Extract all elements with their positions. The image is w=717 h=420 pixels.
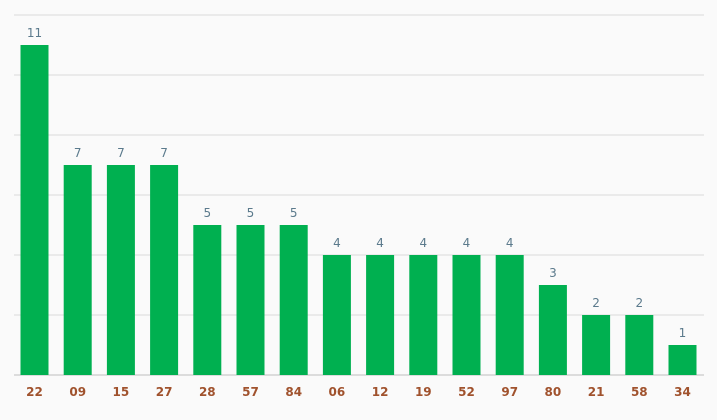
- value-label-19: 4: [419, 236, 427, 250]
- value-label-06: 4: [333, 236, 341, 250]
- value-label-80: 3: [549, 266, 557, 280]
- x-tick-label-97: 97: [501, 385, 518, 399]
- x-tick-label-80: 80: [545, 385, 562, 399]
- x-tick-label-12: 12: [372, 385, 389, 399]
- bar-09[interactable]: [63, 165, 92, 375]
- x-tick-labels: 22 09 15 27 28 57 84 06 12 19 52 97 80 21 58 34: [26, 385, 691, 399]
- bar-21[interactable]: [582, 315, 611, 375]
- bar-58[interactable]: [625, 315, 654, 375]
- x-tick-label-58: 58: [631, 385, 648, 399]
- x-tick-label-52: 52: [458, 385, 475, 399]
- value-label-12: 4: [376, 236, 384, 250]
- bar-97[interactable]: [495, 255, 524, 375]
- bar-27[interactable]: [150, 165, 179, 375]
- value-label-28: 5: [203, 206, 211, 220]
- x-tick-label-27: 27: [156, 385, 173, 399]
- bar-12[interactable]: [366, 255, 395, 375]
- x-tick-label-15: 15: [113, 385, 130, 399]
- x-tick-label-21: 21: [588, 385, 605, 399]
- bar-28[interactable]: [193, 225, 222, 375]
- bar-22[interactable]: [20, 45, 49, 375]
- value-label-22: 11: [27, 26, 42, 40]
- x-tick-label-28: 28: [199, 385, 216, 399]
- bar-06[interactable]: [322, 255, 351, 375]
- x-tick-label-06: 06: [329, 385, 346, 399]
- value-label-15: 7: [117, 146, 125, 160]
- bars: [20, 45, 697, 375]
- value-label-84: 5: [290, 206, 298, 220]
- value-label-34: 1: [679, 326, 687, 340]
- bar-34[interactable]: [668, 345, 697, 375]
- value-label-21: 2: [592, 296, 600, 310]
- x-tick-label-19: 19: [415, 385, 432, 399]
- bar-15[interactable]: [106, 165, 135, 375]
- bar-19[interactable]: [409, 255, 438, 375]
- value-label-97: 4: [506, 236, 514, 250]
- x-tick-label-09: 09: [69, 385, 86, 399]
- bar-57[interactable]: [236, 225, 265, 375]
- value-label-52: 4: [463, 236, 471, 250]
- bar-80[interactable]: [538, 285, 567, 375]
- value-label-58: 2: [635, 296, 643, 310]
- value-label-09: 7: [74, 146, 82, 160]
- value-labels: 11 7 7 7 5 5 5 4 4 4 4 4 3 2 2 1: [27, 26, 686, 340]
- x-tick-label-34: 34: [674, 385, 691, 399]
- x-tick-label-22: 22: [26, 385, 43, 399]
- x-tick-label-57: 57: [242, 385, 259, 399]
- x-tick-label-84: 84: [285, 385, 302, 399]
- value-label-27: 7: [160, 146, 168, 160]
- bar-84[interactable]: [279, 225, 308, 375]
- value-label-57: 5: [247, 206, 255, 220]
- bar-52[interactable]: [452, 255, 481, 375]
